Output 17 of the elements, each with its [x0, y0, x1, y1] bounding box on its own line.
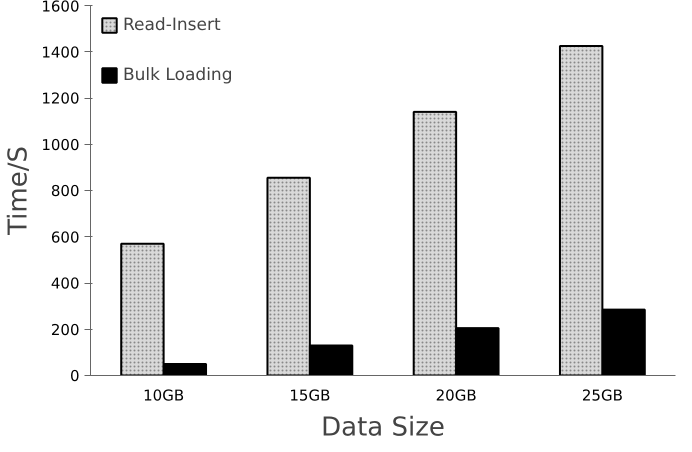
x-tick-label: 20GB [436, 386, 477, 404]
y-tick-label: 200 [50, 320, 80, 339]
x-tick-label: 10GB [143, 386, 184, 404]
y-tick-label: 0 [70, 367, 80, 385]
y-tick-label: 1200 [41, 90, 80, 108]
y-tick-label: 1000 [41, 136, 80, 154]
y-tick-label: 400 [50, 274, 80, 292]
x-tick-label: 25GB [582, 386, 623, 404]
y-tick-label: 800 [50, 182, 80, 200]
y-tick-label: 1400 [41, 43, 80, 62]
y-tick-label: 600 [50, 228, 80, 246]
legend-label: Read-Insert [123, 15, 221, 35]
legend-label: Bulk Loading [123, 65, 232, 85]
x-tick-label: 15GB [289, 386, 330, 404]
x-axis-title: Data Size [321, 412, 445, 442]
y-axis-title: Time/S [3, 146, 34, 236]
y-tick-label: 1600 [41, 0, 80, 16]
